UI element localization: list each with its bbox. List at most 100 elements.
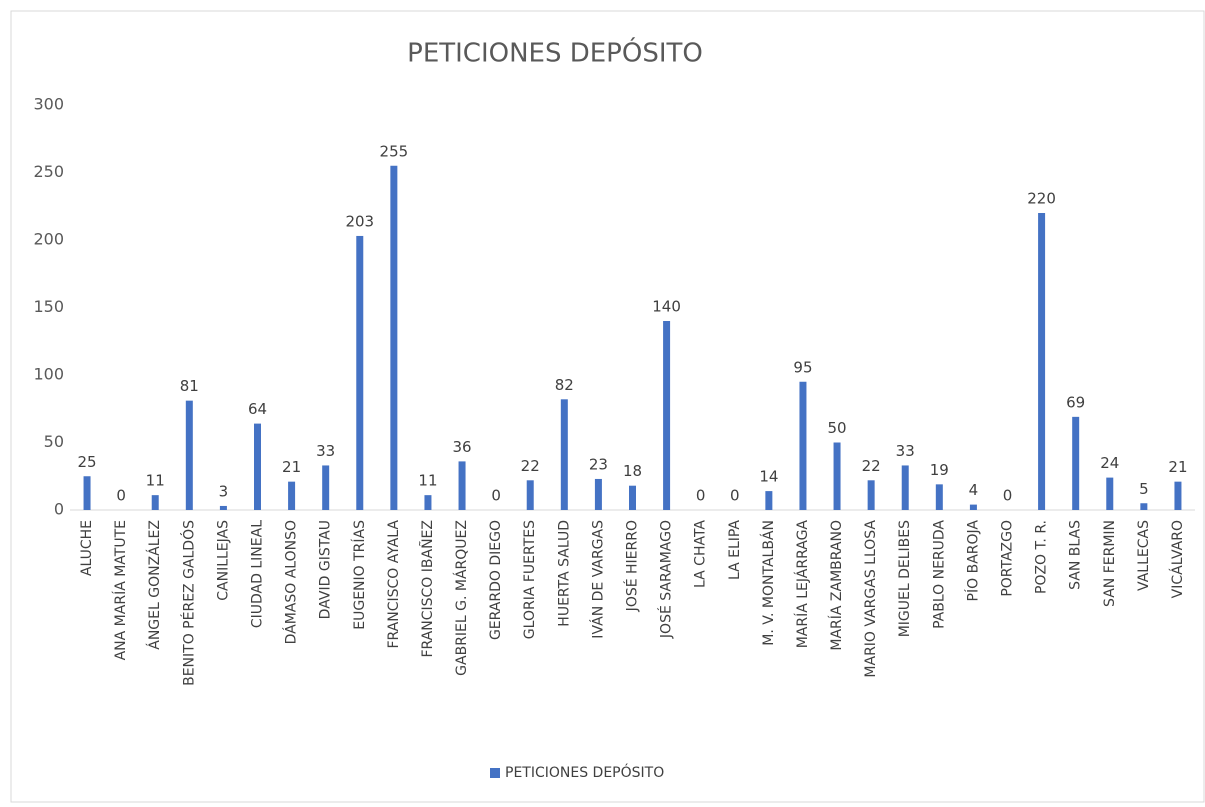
- x-tick-label: VICÁLVARO: [1169, 520, 1186, 598]
- x-tick-label: EUGENIO TRÍAS: [351, 520, 368, 630]
- x-tick-label: HUERTA SALUD: [556, 520, 572, 627]
- bar: [390, 165, 398, 510]
- x-tick-label: MARIO VARGAS LLOSA: [863, 520, 879, 678]
- bar: [1140, 503, 1148, 510]
- x-tick-label: BENITO PÉREZ GALDÓS: [179, 520, 197, 686]
- data-label: 82: [555, 376, 574, 394]
- x-tick-label: GABRIEL G. MÁRQUEZ: [453, 520, 470, 676]
- data-label: 0: [1003, 487, 1013, 505]
- data-label: 23: [589, 455, 608, 473]
- x-tick-label: LA CHATA: [693, 520, 709, 588]
- data-label: 0: [696, 487, 706, 505]
- x-tick-label: ALUCHE: [79, 520, 95, 576]
- bar: [935, 484, 943, 510]
- y-tick-label: 250: [33, 162, 64, 181]
- data-label: 50: [827, 419, 846, 437]
- bar: [799, 381, 807, 510]
- y-tick-label: 0: [54, 500, 64, 519]
- data-label: 69: [1066, 393, 1085, 411]
- data-label: 203: [345, 212, 374, 230]
- bar: [526, 480, 534, 510]
- data-label: 95: [793, 358, 812, 376]
- data-label: 255: [380, 142, 409, 160]
- chart-frame: [10, 10, 1205, 803]
- bar: [901, 465, 909, 510]
- x-tick-label: LA ELIPA: [727, 520, 743, 580]
- x-tick-label: DÁMASO ALONSO: [283, 520, 300, 644]
- y-tick-label: 100: [33, 365, 64, 384]
- bar: [765, 491, 773, 510]
- bar: [969, 504, 977, 510]
- legend-label: PETICIONES DEPÓSITO: [505, 763, 664, 781]
- x-tick-label: SAN BLAS: [1068, 520, 1084, 590]
- legend-swatch: [490, 768, 500, 778]
- x-tick-label: GERARDO DIEGO: [488, 520, 504, 640]
- data-label: 0: [730, 487, 740, 505]
- bar: [1072, 416, 1080, 510]
- data-label: 25: [77, 453, 96, 471]
- x-tick-label: MARÍA LEJÁRRAGA: [794, 520, 811, 649]
- bar: [322, 465, 330, 510]
- data-label: 11: [146, 472, 165, 490]
- data-label: 11: [418, 472, 437, 490]
- bar: [458, 461, 466, 510]
- x-tick-label: PÍO BAROJA: [964, 520, 981, 602]
- data-label: 3: [219, 482, 229, 500]
- y-tick-label: 150: [33, 297, 64, 316]
- data-label: 64: [248, 400, 267, 418]
- x-tick-label: JOSÉ HIERRO: [624, 520, 641, 612]
- data-label: 81: [180, 377, 199, 395]
- bar: [663, 321, 671, 510]
- x-tick-label: FRANCISCO IBAÑEZ: [419, 520, 436, 658]
- bar: [288, 481, 296, 510]
- x-tick-label: CANILLEJAS: [215, 520, 231, 601]
- bar: [833, 442, 841, 510]
- data-label: 36: [452, 438, 471, 456]
- x-tick-label: DAVID GISTAU: [318, 520, 334, 619]
- x-tick-label: IVÁN DE VARGAS: [589, 520, 606, 639]
- bar: [867, 480, 875, 510]
- bar: [83, 476, 91, 510]
- data-label: 5: [1139, 480, 1149, 498]
- x-tick-label: CIUDAD LINEAL: [250, 520, 266, 628]
- x-tick-label: GLORIA FUERTES: [522, 520, 538, 639]
- y-tick-label: 200: [33, 230, 64, 249]
- x-tick-label: M. V. MONTALBÁN: [760, 520, 777, 646]
- data-label: 21: [282, 458, 301, 476]
- bar: [1174, 481, 1182, 510]
- bar: [560, 399, 568, 510]
- bar: [185, 400, 193, 510]
- chart-title: PETICIONES DEPÓSITO: [407, 37, 703, 69]
- x-tick-label: ANA MARÍA MATUTE: [112, 520, 129, 660]
- data-label: 140: [652, 298, 681, 316]
- bar: [424, 495, 432, 510]
- data-label: 0: [116, 487, 126, 505]
- x-tick-label: SAN FERMIN: [1102, 520, 1118, 607]
- bar: [219, 505, 227, 510]
- data-label: 0: [491, 487, 501, 505]
- x-tick-label: MIGUEL DELIBES: [897, 520, 913, 637]
- data-label: 4: [969, 481, 979, 499]
- bar: [629, 485, 636, 510]
- bar: [151, 495, 159, 510]
- x-tick-label: FRANCISCO AYALA: [386, 520, 402, 649]
- data-label: 22: [521, 457, 540, 475]
- x-tick-label: JOSÉ SARAMAGO: [658, 520, 675, 639]
- bar: [1106, 477, 1114, 510]
- data-label: 33: [316, 442, 335, 460]
- data-label: 18: [623, 462, 642, 480]
- bar: [356, 235, 364, 510]
- x-tick-label: POZO T. R.: [1034, 520, 1050, 594]
- bar: [594, 478, 602, 510]
- data-label: 33: [896, 442, 915, 460]
- x-tick-label: MARÍA ZAMBRANO: [828, 520, 845, 651]
- x-tick-label: VALLECAS: [1136, 520, 1152, 591]
- data-label: 24: [1100, 454, 1119, 472]
- bar: [1038, 213, 1046, 510]
- data-label: 22: [862, 457, 881, 475]
- y-tick-label: 50: [44, 432, 64, 451]
- data-label: 19: [930, 461, 949, 479]
- y-tick-label: 300: [33, 95, 64, 114]
- x-tick-label: PORTAZGO: [1000, 520, 1016, 597]
